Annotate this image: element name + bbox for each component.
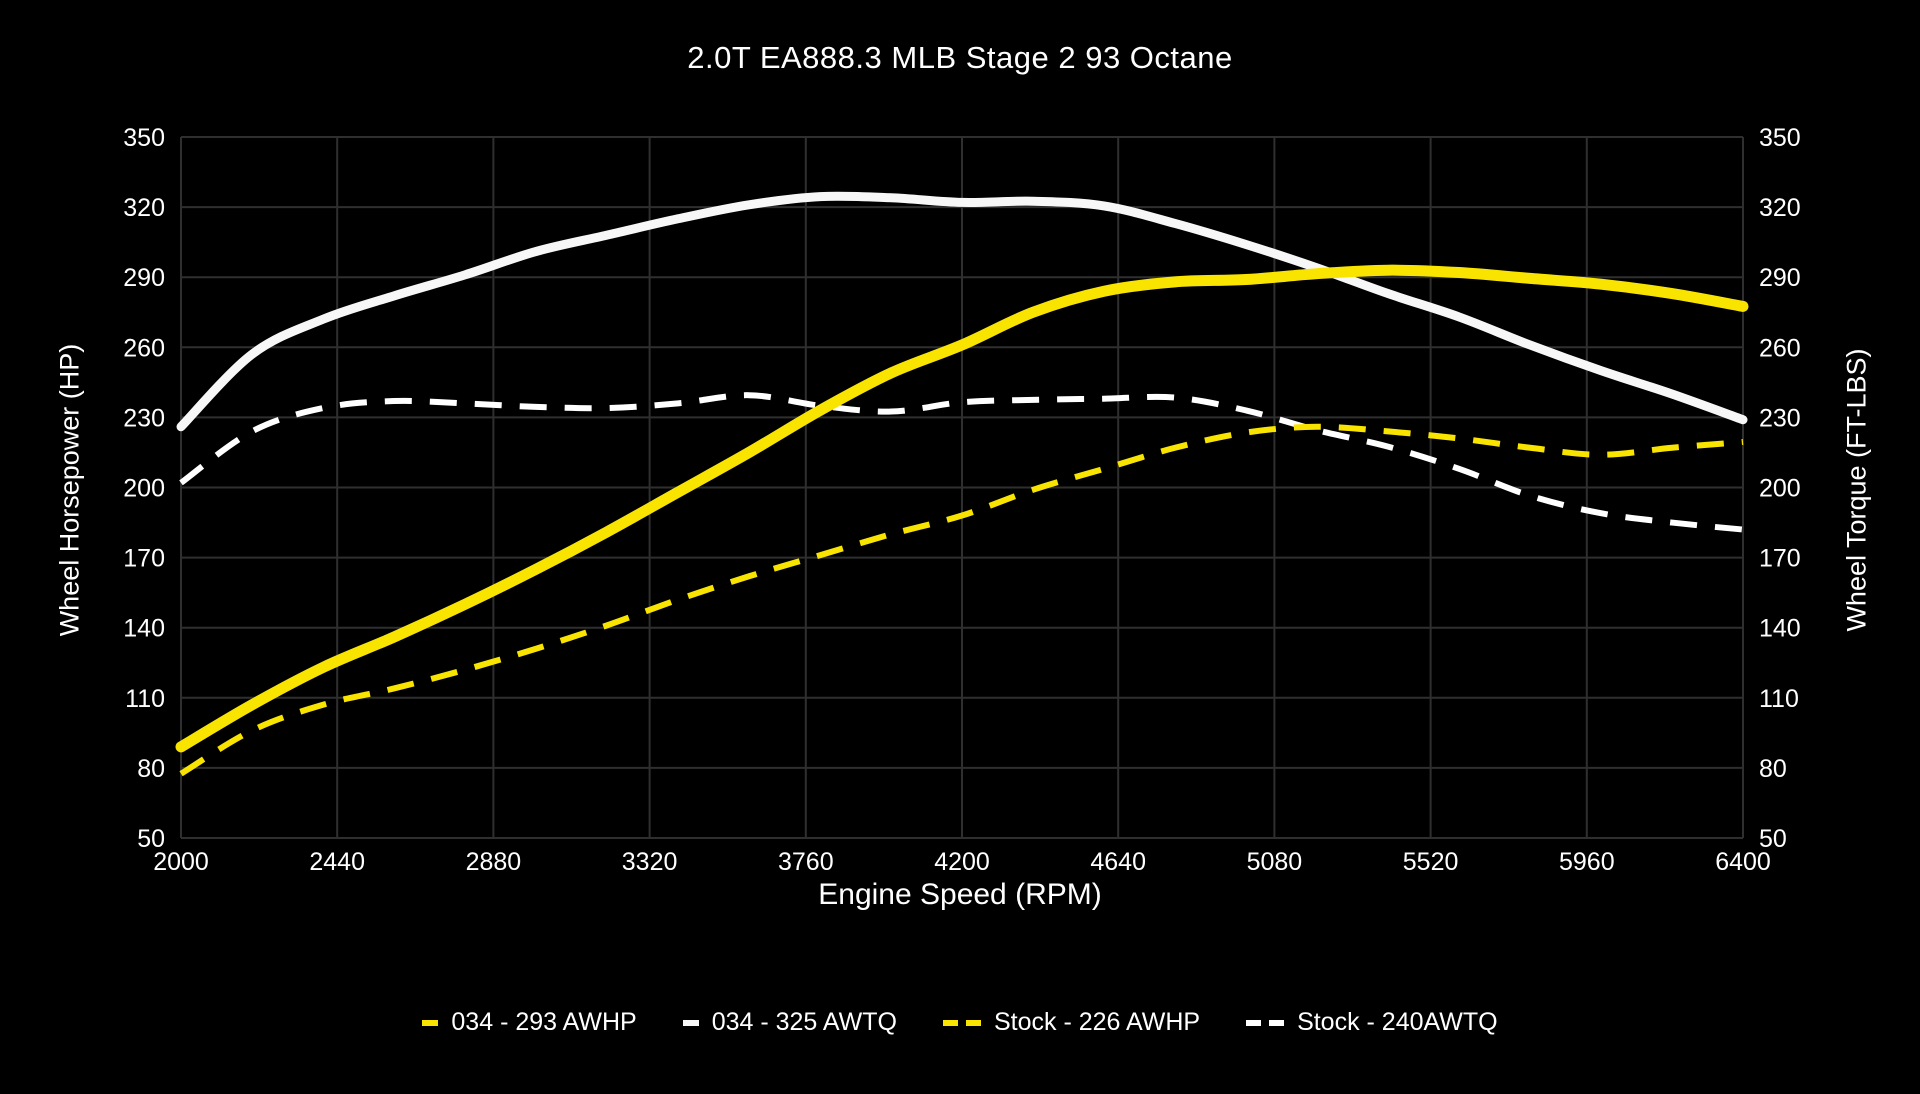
x-tick-label: 5960: [1559, 848, 1615, 876]
x-tick-label: 2440: [309, 848, 365, 876]
legend-item-034-awtq: 034 - 325 AWTQ: [682, 1008, 897, 1037]
y-axis-title-left: Wheel Horsepower (HP): [54, 343, 85, 637]
y-tick-label-right: 260: [1759, 334, 1801, 362]
legend-item-034-awhp: 034 - 293 AWHP: [422, 1008, 637, 1037]
y-tick-label-left: 230: [123, 404, 165, 432]
y-tick-label-right: 170: [1759, 545, 1801, 573]
y-tick-label-right: 140: [1759, 615, 1801, 643]
y-tick-label-left: 170: [123, 545, 165, 573]
x-tick-label: 4640: [1090, 848, 1146, 876]
chart-title: 2.0T EA888.3 MLB Stage 2 93 Octane: [687, 40, 1233, 75]
legend-item-stock-awtq: Stock - 240AWTQ: [1246, 1008, 1498, 1037]
x-tick-label: 2000: [153, 848, 209, 876]
series-line-2: [179, 423, 1744, 777]
legend-label: 034 - 293 AWHP: [451, 1008, 637, 1036]
y-tick-label-left: 320: [123, 194, 165, 222]
legend-label: Stock - 226 AWHP: [993, 1008, 1201, 1036]
x-tick-label: 6400: [1715, 848, 1771, 876]
y-tick-label-right: 110: [1759, 685, 1799, 713]
series-line-1: [176, 191, 1748, 432]
legend-marker-dashed-yellow: [942, 1019, 981, 1026]
x-tick-label: 3760: [778, 848, 834, 876]
legend: 034 - 293 AWHP 034 - 325 AWTQ Stock - 22…: [0, 1008, 1920, 1037]
y-tick-label-left: 200: [123, 475, 165, 503]
y-tick-label-right: 230: [1759, 404, 1801, 432]
x-tick-label: 5520: [1403, 848, 1459, 876]
x-axis-title: Engine Speed (RPM): [818, 878, 1102, 911]
x-tick-label: 2880: [466, 848, 522, 876]
legend-marker-solid-white: [682, 1019, 699, 1026]
y-tick-label-left: 140: [123, 615, 165, 643]
legend-marker-dashed-white: [1246, 1019, 1285, 1026]
y-tick-label-right: 200: [1759, 475, 1801, 503]
series-line-0: [175, 264, 1749, 753]
y-tick-label-right: 290: [1759, 264, 1801, 292]
y-tick-label-left: 350: [123, 124, 165, 152]
series-line-3: [179, 392, 1744, 533]
x-tick-label: 4200: [934, 848, 990, 876]
y-tick-label-left: 50: [137, 825, 165, 853]
legend-item-stock-awhp: Stock - 226 AWHP: [942, 1008, 1201, 1037]
y-tick-label-left: 80: [137, 755, 165, 783]
y-tick-label-left: 260: [123, 334, 165, 362]
x-tick-label: 3320: [622, 848, 678, 876]
y-tick-label-left: 290: [123, 264, 165, 292]
x-tick-label: 5080: [1247, 848, 1303, 876]
y-tick-label-right: 320: [1759, 194, 1801, 222]
y-axis-title-right: Wheel Torque (FT-LBS): [1841, 348, 1872, 632]
y-tick-label-right: 50: [1759, 825, 1787, 853]
legend-marker-solid-yellow: [422, 1019, 439, 1026]
legend-label: 034 - 325 AWTQ: [711, 1008, 897, 1036]
y-tick-label-left: 110: [125, 685, 165, 713]
legend-label: Stock - 240AWTQ: [1297, 1008, 1498, 1036]
y-tick-label-right: 80: [1759, 755, 1787, 783]
y-tick-label-right: 350: [1759, 124, 1801, 152]
